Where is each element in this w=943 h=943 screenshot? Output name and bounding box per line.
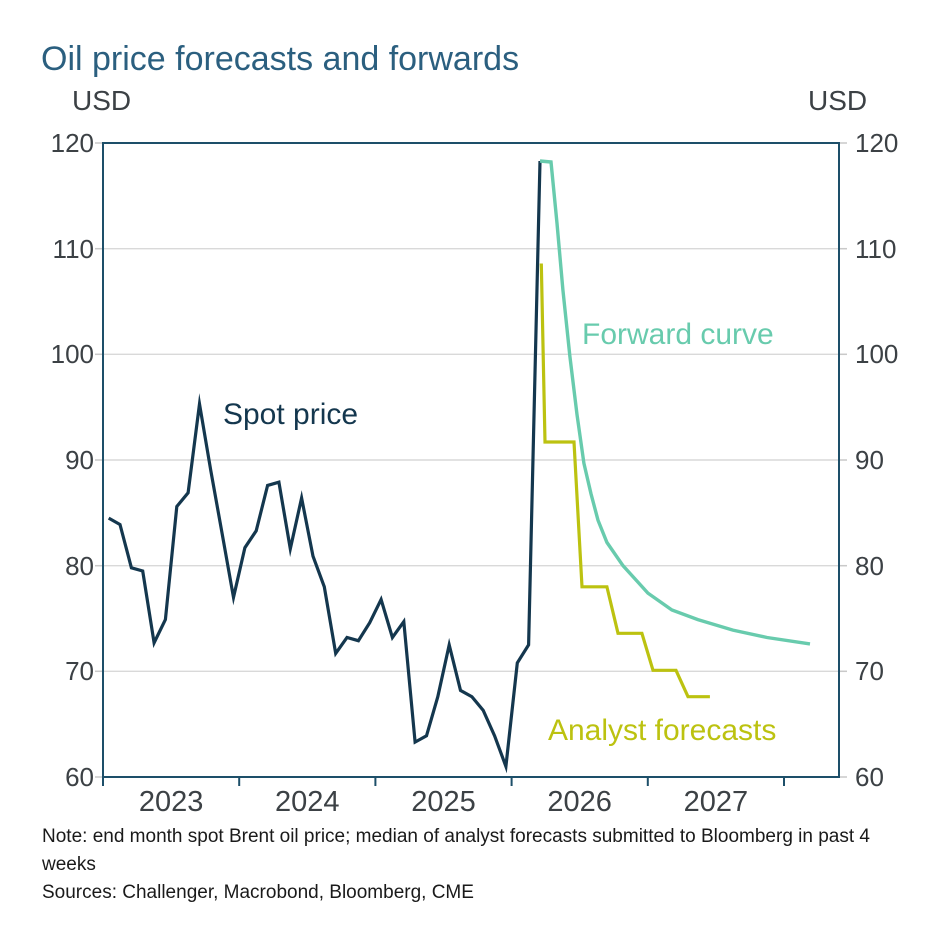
x-year-label-2024: 2024: [275, 786, 340, 818]
plot-frame: [102, 142, 840, 778]
x-year-label-2027: 2027: [683, 786, 749, 818]
y-tick-label-left-100: 100: [50, 339, 94, 370]
series-line-analyst-forecasts: [539, 263, 710, 699]
chart-note: Note: end month spot Brent oil price; me…: [42, 826, 870, 875]
y-tick-label-right-120: 120: [855, 128, 899, 158]
y-tick-label-left-80: 80: [65, 550, 94, 581]
series-label-analyst-forecasts: Analyst forecasts: [547, 713, 777, 747]
y-tick-label-right-110: 110: [855, 233, 897, 264]
y-tick-label-left-90: 90: [65, 445, 94, 475]
y-tick-label-left-110: 110: [52, 233, 94, 264]
y-tick-label-left-120: 120: [50, 128, 94, 158]
y-tick-label-right-100: 100: [855, 339, 899, 370]
footnote-block: Note: end month spot Brent oil price; me…: [42, 823, 887, 907]
chart-title: Oil price forecasts and forwards: [41, 40, 520, 78]
chart-sources: Sources: Challenger, Macrobond, Bloomber…: [42, 882, 474, 903]
x-year-label-2026: 2026: [547, 786, 612, 818]
left-axis-unit-label: USD: [72, 85, 132, 116]
x-year-label-2025: 2025: [411, 786, 476, 818]
series-line-spot-price: [107, 160, 542, 774]
series-line-forward-curve: [539, 159, 811, 646]
y-tick-label-right-70: 70: [855, 656, 884, 687]
series-label-forward-curve: Forward curve: [582, 317, 774, 351]
series-label-spot-price: Spot price: [222, 398, 359, 432]
plot-area: [95, 142, 847, 786]
y-tick-label-right-80: 80: [855, 550, 884, 581]
y-tick-label-left-60: 60: [65, 762, 94, 792]
y-tick-label-right-60: 60: [855, 762, 884, 792]
y-tick-label-right-90: 90: [855, 445, 884, 475]
x-year-label-2023: 2023: [138, 786, 204, 818]
y-tick-label-left-70: 70: [65, 656, 94, 687]
right-axis-unit-label: USD: [808, 85, 868, 116]
